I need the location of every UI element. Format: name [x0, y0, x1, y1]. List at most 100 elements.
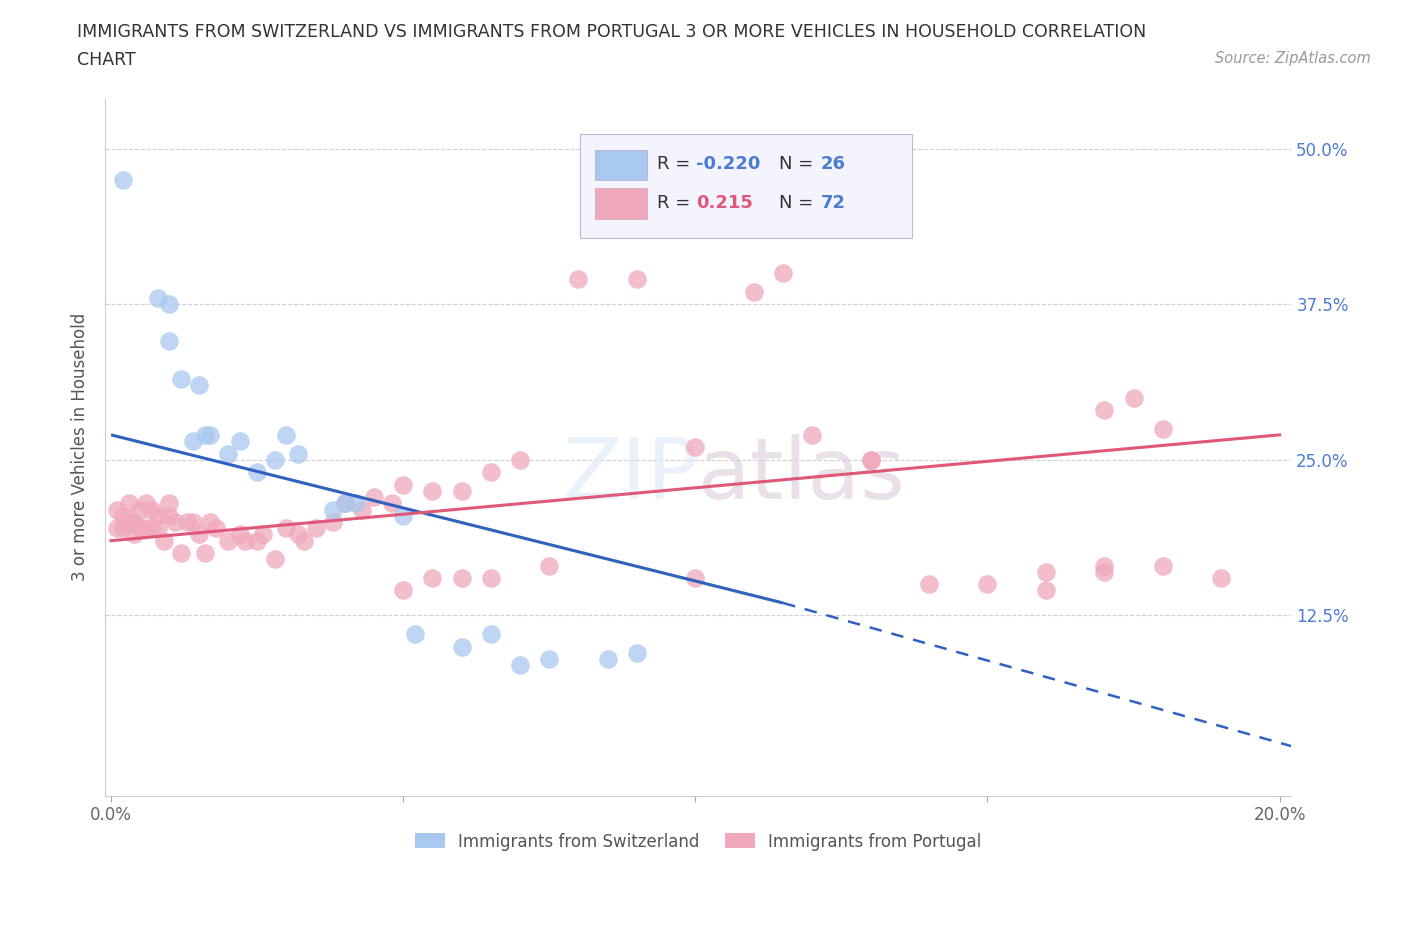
Y-axis label: 3 or more Vehicles in Household: 3 or more Vehicles in Household	[72, 313, 89, 581]
Point	[479, 465, 502, 480]
Point	[152, 533, 174, 548]
Point	[479, 627, 502, 642]
Point	[626, 645, 648, 660]
Point	[146, 521, 169, 536]
Point	[176, 514, 198, 529]
Point	[380, 496, 402, 511]
Point	[333, 496, 356, 511]
Point	[450, 639, 472, 654]
Point	[287, 446, 309, 461]
Point	[392, 477, 415, 492]
Point	[772, 266, 794, 281]
Point	[801, 428, 824, 443]
Point	[276, 521, 298, 536]
Text: Source: ZipAtlas.com: Source: ZipAtlas.com	[1215, 51, 1371, 66]
Point	[1092, 403, 1115, 418]
Point	[538, 558, 561, 573]
Point	[228, 527, 250, 542]
Point	[1092, 565, 1115, 579]
Point	[479, 571, 502, 586]
Point	[422, 484, 444, 498]
Legend: Immigrants from Switzerland, Immigrants from Portugal: Immigrants from Switzerland, Immigrants …	[409, 826, 988, 857]
Point	[200, 514, 222, 529]
Point	[685, 571, 707, 586]
Text: -0.220: -0.220	[696, 154, 761, 173]
Point	[170, 371, 193, 386]
Point	[304, 521, 326, 536]
Point	[509, 452, 531, 467]
Point	[117, 514, 139, 529]
Point	[135, 521, 157, 536]
Point	[129, 521, 152, 536]
Point	[170, 546, 193, 561]
Text: R =: R =	[657, 154, 696, 173]
Point	[263, 551, 285, 566]
Point	[346, 496, 368, 511]
Point	[333, 496, 356, 511]
Point	[538, 652, 561, 667]
Point	[404, 627, 426, 642]
Point	[124, 514, 146, 529]
Point	[205, 521, 228, 536]
Point	[187, 527, 209, 542]
Point	[859, 452, 882, 467]
Text: CHART: CHART	[77, 51, 136, 69]
Point	[509, 658, 531, 672]
Point	[392, 509, 415, 524]
Point	[111, 172, 134, 187]
Point	[146, 290, 169, 305]
Text: 0.215: 0.215	[696, 194, 752, 212]
Point	[392, 583, 415, 598]
Point	[1035, 583, 1057, 598]
Point	[129, 502, 152, 517]
Point	[246, 465, 269, 480]
Point	[193, 428, 215, 443]
Point	[1211, 571, 1233, 586]
Point	[124, 527, 146, 542]
Point	[159, 509, 181, 524]
Text: N =: N =	[779, 154, 818, 173]
Text: ZIP: ZIP	[562, 433, 699, 517]
Point	[450, 571, 472, 586]
Point	[1152, 558, 1174, 573]
Text: IMMIGRANTS FROM SWITZERLAND VS IMMIGRANTS FROM PORTUGAL 3 OR MORE VEHICLES IN HO: IMMIGRANTS FROM SWITZERLAND VS IMMIGRANT…	[77, 23, 1146, 41]
Point	[322, 502, 344, 517]
Point	[135, 496, 157, 511]
Point	[322, 514, 344, 529]
Point	[626, 272, 648, 286]
Point	[105, 502, 128, 517]
Point	[918, 577, 941, 591]
FancyBboxPatch shape	[595, 188, 647, 219]
Point	[228, 433, 250, 448]
Point	[1035, 565, 1057, 579]
Point	[596, 652, 619, 667]
Point	[181, 433, 204, 448]
Text: 26: 26	[821, 154, 845, 173]
FancyBboxPatch shape	[579, 134, 911, 238]
Point	[276, 428, 298, 443]
Point	[159, 334, 181, 349]
Point	[363, 490, 385, 505]
Point	[742, 285, 765, 299]
Point	[146, 509, 169, 524]
Point	[287, 527, 309, 542]
Point	[217, 533, 239, 548]
Point	[105, 521, 128, 536]
Point	[859, 452, 882, 467]
Point	[159, 496, 181, 511]
Point	[111, 509, 134, 524]
Point	[193, 546, 215, 561]
Point	[450, 484, 472, 498]
Point	[181, 514, 204, 529]
Point	[111, 521, 134, 536]
Text: atlas: atlas	[699, 433, 907, 517]
Point	[292, 533, 315, 548]
Point	[141, 502, 163, 517]
Point	[246, 533, 269, 548]
Point	[422, 571, 444, 586]
Point	[165, 514, 187, 529]
Point	[685, 440, 707, 455]
Point	[217, 446, 239, 461]
Point	[567, 272, 589, 286]
Point	[235, 533, 257, 548]
